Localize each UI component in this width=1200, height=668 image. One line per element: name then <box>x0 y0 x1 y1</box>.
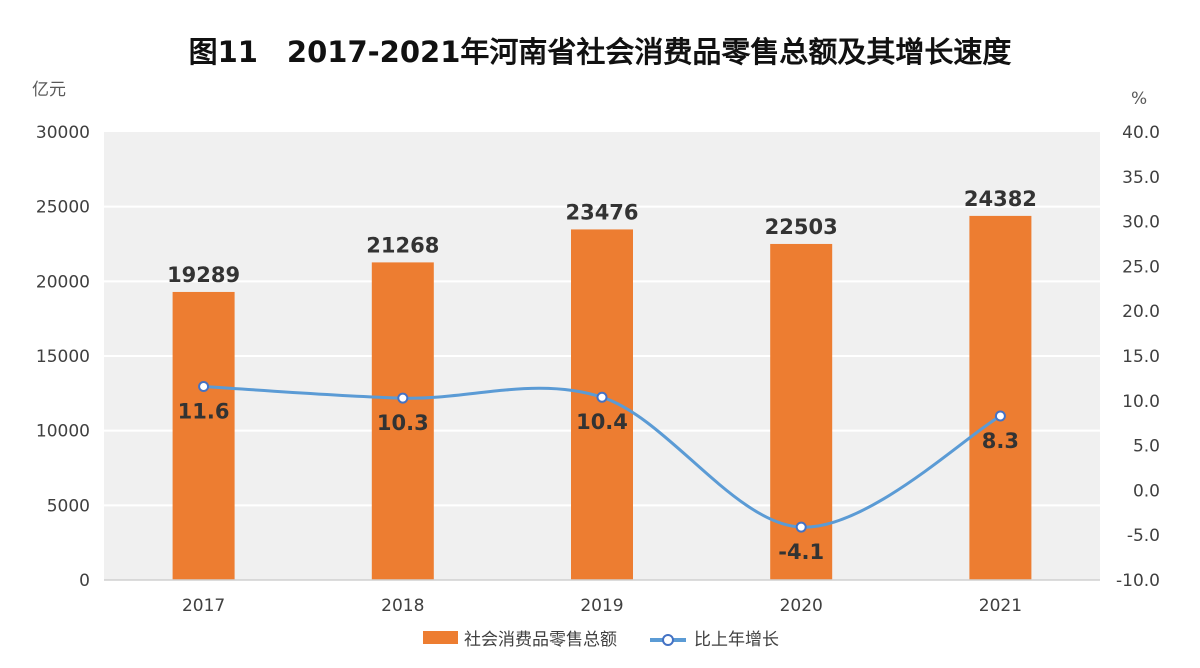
legend: 社会消费品零售总额 比上年增长 <box>423 630 779 650</box>
bar <box>969 215 1032 581</box>
right-tick-label: -5.0 <box>1127 526 1160 546</box>
legend-line-marker <box>662 634 674 646</box>
left-tick-label: 15000 <box>36 347 90 367</box>
right-tick-label: 30.0 <box>1122 213 1160 233</box>
right-tick-label: 35.0 <box>1122 168 1160 188</box>
left-tick-label: 20000 <box>36 272 90 292</box>
bar <box>371 262 434 580</box>
left-tick-label: 5000 <box>47 496 90 516</box>
bar-data-label: 19289 <box>167 263 240 287</box>
left-tick-label: 10000 <box>36 422 90 442</box>
legend-bar-swatch <box>423 631 458 644</box>
growth-point <box>198 380 210 392</box>
right-tick-label: 15.0 <box>1122 347 1160 367</box>
right-tick-label: 20.0 <box>1122 302 1160 322</box>
left-tick-label: 30000 <box>36 123 90 143</box>
left-tick-label: 25000 <box>36 198 90 218</box>
x-tick-label: 2017 <box>182 596 225 616</box>
right-tick-label: -10.0 <box>1116 571 1160 591</box>
growth-data-label: 10.3 <box>377 411 429 435</box>
growth-point <box>795 521 807 533</box>
x-tick-label: 2020 <box>780 596 823 616</box>
right-tick-label: 10.0 <box>1122 392 1160 412</box>
x-tick-label: 2018 <box>381 596 424 616</box>
bar <box>571 229 633 581</box>
growth-point <box>397 392 409 404</box>
growth-line <box>203 384 1002 529</box>
right-tick-label: 40.0 <box>1122 123 1160 143</box>
right-axis-unit: % <box>1131 89 1147 109</box>
right-tick-label: 25.0 <box>1122 257 1160 277</box>
left-axis-unit: 亿元 <box>32 80 66 100</box>
growth-point <box>994 410 1006 422</box>
bar-data-label: 21268 <box>366 233 439 257</box>
growth-data-label: 11.6 <box>178 399 230 423</box>
right-tick-label: 5.0 <box>1133 437 1160 457</box>
chart-title: 图11 2017-2021年河南省社会消费品零售总额及其增长速度 <box>189 35 1012 69</box>
legend-bar-label: 社会消费品零售总额 <box>464 630 617 650</box>
left-tick-label: 0 <box>79 571 90 591</box>
right-tick-label: 0.0 <box>1133 481 1160 501</box>
bar-data-label: 24382 <box>964 187 1037 211</box>
growth-data-label: 8.3 <box>982 429 1019 453</box>
bar-data-label: 22503 <box>765 215 838 239</box>
x-tick-label: 2019 <box>580 596 623 616</box>
growth-data-label: -4.1 <box>778 540 824 564</box>
x-tick-label: 2021 <box>979 596 1022 616</box>
growth-point <box>596 391 608 403</box>
bar-data-label: 23476 <box>565 200 638 224</box>
bar <box>172 291 235 580</box>
growth-data-label: 10.4 <box>576 410 628 434</box>
legend-line-label: 比上年增长 <box>694 630 779 650</box>
